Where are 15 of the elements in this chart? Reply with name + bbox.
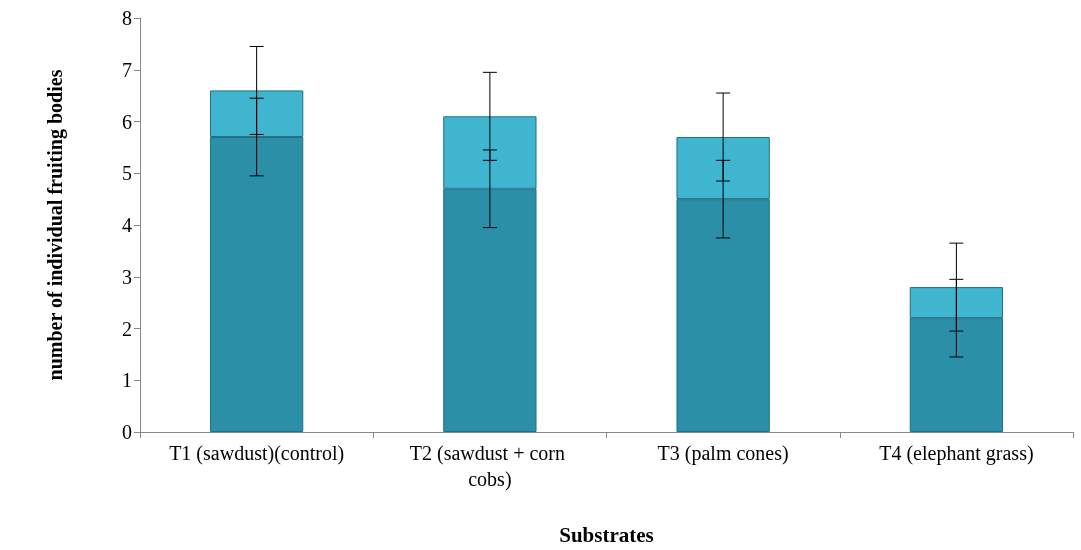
y-tick-label: 3 — [122, 265, 132, 288]
x-tick-label: T4 (elephant grass) — [879, 442, 1034, 465]
x-tick-label: T1 (sawdust)(control) — [169, 442, 345, 465]
y-tick-label: 1 — [122, 369, 132, 392]
y-tick-label: 2 — [122, 317, 132, 340]
y-tick-label: 4 — [122, 214, 132, 236]
x-axis-title: Substrates — [559, 522, 654, 547]
y-tick-label: 5 — [122, 162, 132, 185]
x-tick-label: T2 (sawdust + corn cobs) — [409, 442, 570, 491]
y-tick-label: 8 — [122, 7, 132, 29]
y-axis-title: number of individual fruiting bodies — [44, 69, 67, 381]
x-tick-label: T3 (palm cones) — [657, 442, 789, 465]
y-tick-label: 0 — [122, 421, 132, 443]
y-tick-label: 7 — [122, 58, 132, 81]
y-tick-label: 6 — [122, 110, 132, 133]
